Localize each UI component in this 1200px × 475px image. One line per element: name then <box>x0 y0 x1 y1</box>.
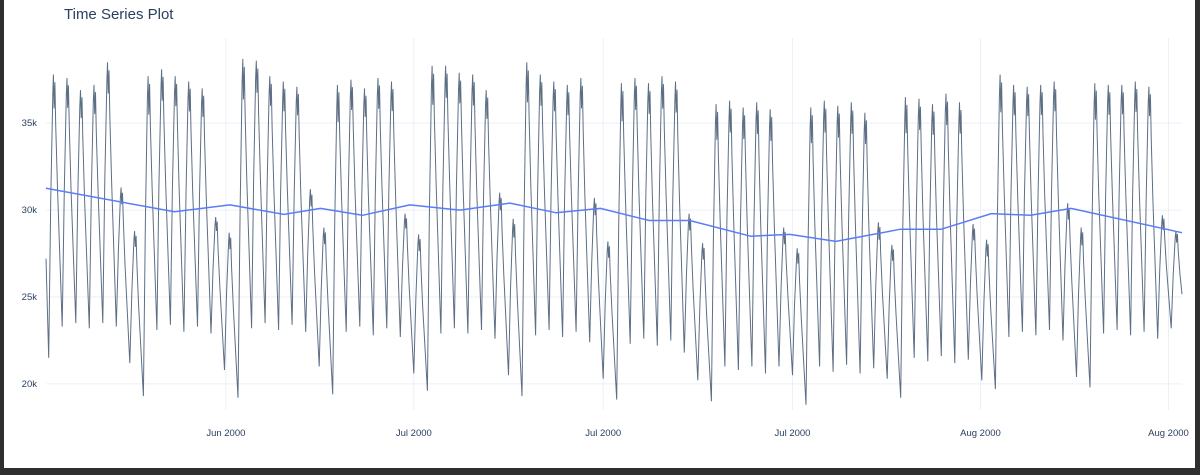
x-tick-label: Jun 2000 <box>206 428 245 439</box>
y-tick-label: 25k <box>22 292 38 303</box>
series-line-value <box>45 58 1183 405</box>
chart-panel <box>4 0 1195 468</box>
chart-title: Time Series Plot <box>64 6 174 23</box>
x-tick-label: Aug 2000 <box>960 428 1001 439</box>
y-tick-label: 20k <box>22 379 38 390</box>
series-line-trend <box>45 187 1183 243</box>
x-tick-label: Jul 2000 <box>585 428 621 439</box>
y-tick-label: 35k <box>22 118 38 129</box>
x-tick-label: Aug 2000 <box>1148 428 1189 439</box>
x-tick-label: Jul 2000 <box>775 428 811 439</box>
y-tick-label: 30k <box>22 205 38 216</box>
x-tick-label: Jul 2000 <box>396 428 432 439</box>
